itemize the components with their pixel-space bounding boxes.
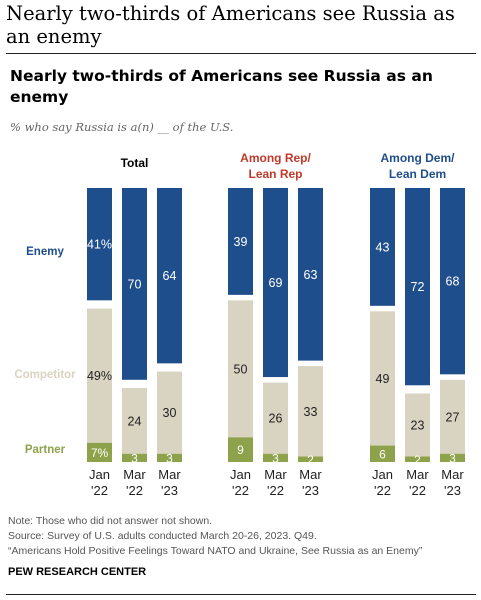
x-tick-label: '23 <box>444 483 461 498</box>
bar-partner <box>122 453 147 462</box>
data-label-partner: 3 <box>272 451 279 465</box>
data-label-competitor: 23 <box>411 419 425 433</box>
chart-subtitle: % who say Russia is a(n) __ of the U.S. <box>10 120 234 134</box>
x-tick-label: '22 <box>374 483 391 498</box>
panel-title: Among Rep/ <box>240 151 311 165</box>
x-tick-label: Mar <box>123 467 146 482</box>
x-tick-label: Mar <box>441 467 464 482</box>
bar-competitor <box>370 311 395 446</box>
bar-enemy <box>440 188 465 375</box>
bar-competitor <box>87 308 112 443</box>
data-label-enemy: 64 <box>163 269 177 283</box>
panel-title: Among Dem/ <box>380 151 455 165</box>
bar-partner <box>228 437 253 462</box>
x-tick-label: '22 <box>232 483 249 498</box>
data-label-partner: 6 <box>379 447 386 461</box>
data-label-partner: 3 <box>166 451 173 465</box>
data-label-competitor: 27 <box>446 410 460 424</box>
data-label-enemy: 72 <box>411 280 425 294</box>
panel-title: Total <box>121 156 149 170</box>
x-tick-label: Jan <box>89 467 110 482</box>
report-title: “Americans Hold Positive Feelings Toward… <box>8 545 423 557</box>
chart-title: Nearly two-thirds of Americans see Russi… <box>10 67 433 106</box>
data-label-competitor: 33 <box>304 405 318 419</box>
data-label-partner: 3 <box>449 451 456 465</box>
bar-competitor <box>298 366 323 457</box>
data-label-competitor: 49% <box>87 369 112 383</box>
note-text: Note: Those who did not answer not shown… <box>8 515 213 527</box>
data-label-enemy: 70 <box>128 277 142 291</box>
bar-enemy <box>370 188 395 306</box>
bar-partner <box>405 456 430 462</box>
data-label-competitor: 49 <box>376 372 390 386</box>
bar-partner <box>370 445 395 462</box>
data-label-competitor: 30 <box>163 406 177 420</box>
data-label-competitor: 50 <box>234 362 248 376</box>
data-label-partner: 9 <box>237 443 244 457</box>
bar-enemy <box>298 188 323 361</box>
x-tick-label: '22 <box>267 483 284 498</box>
source-text: Source: Survey of U.S. adults conducted … <box>8 530 317 542</box>
x-tick-label: Mar <box>158 467 181 482</box>
bar-enemy <box>157 188 182 364</box>
x-tick-label: Jan <box>372 467 393 482</box>
data-label-enemy: 69 <box>269 276 283 290</box>
bar-competitor <box>263 382 288 454</box>
bar-enemy <box>122 188 147 380</box>
x-tick-label: '22 <box>126 483 143 498</box>
data-label-competitor: 26 <box>269 412 283 426</box>
bar-competitor <box>157 371 182 454</box>
x-tick-label: '22 <box>91 483 108 498</box>
stacked-bar-chart: EnemyCompetitorPartnerTotal41%49%7%Jan'2… <box>14 151 465 498</box>
bar-enemy <box>263 188 288 378</box>
data-label-enemy: 63 <box>304 268 318 282</box>
bar-partner <box>157 453 182 462</box>
bar-competitor <box>228 300 253 438</box>
data-label-partner: 7% <box>91 446 109 460</box>
page-title: Nearly two-thirds of Americans see Russi… <box>6 2 455 48</box>
x-tick-label: Mar <box>264 467 287 482</box>
chart-notes: Note: Those who did not answer not shown… <box>8 514 478 559</box>
panel-title: Lean Rep <box>248 167 302 181</box>
pew-logo: PEW RESEARCH CENTER <box>8 566 147 578</box>
x-tick-label: '23 <box>161 483 178 498</box>
title-divider <box>6 53 476 54</box>
data-label-partner: 2 <box>307 453 314 467</box>
bar-competitor <box>405 393 430 457</box>
data-label-enemy: 68 <box>446 275 460 289</box>
data-label-partner: 3 <box>131 451 138 465</box>
legend-competitor: Competitor <box>14 369 76 381</box>
legend-partner: Partner <box>25 444 66 456</box>
bar-partner <box>440 453 465 462</box>
bar-enemy <box>405 188 430 386</box>
data-label-partner: 2 <box>414 453 421 467</box>
bar-competitor <box>440 379 465 454</box>
data-label-enemy: 39 <box>234 235 248 249</box>
x-tick-label: Mar <box>406 467 429 482</box>
x-tick-label: '23 <box>302 483 319 498</box>
panel-title: Lean Dem <box>389 167 446 181</box>
x-tick-label: '22 <box>409 483 426 498</box>
bottom-divider <box>6 594 476 595</box>
bar-partner <box>298 456 323 462</box>
bar-partner <box>263 453 288 462</box>
data-label-competitor: 24 <box>128 414 142 428</box>
bar-enemy <box>87 188 112 301</box>
x-tick-label: Jan <box>230 467 251 482</box>
bar-partner <box>87 442 112 462</box>
data-label-enemy: 43 <box>376 240 390 254</box>
legend-enemy: Enemy <box>26 246 64 258</box>
bar-enemy <box>228 188 253 295</box>
bar-competitor <box>122 388 147 454</box>
x-tick-label: Mar <box>299 467 322 482</box>
data-label-enemy: 41% <box>87 238 112 252</box>
